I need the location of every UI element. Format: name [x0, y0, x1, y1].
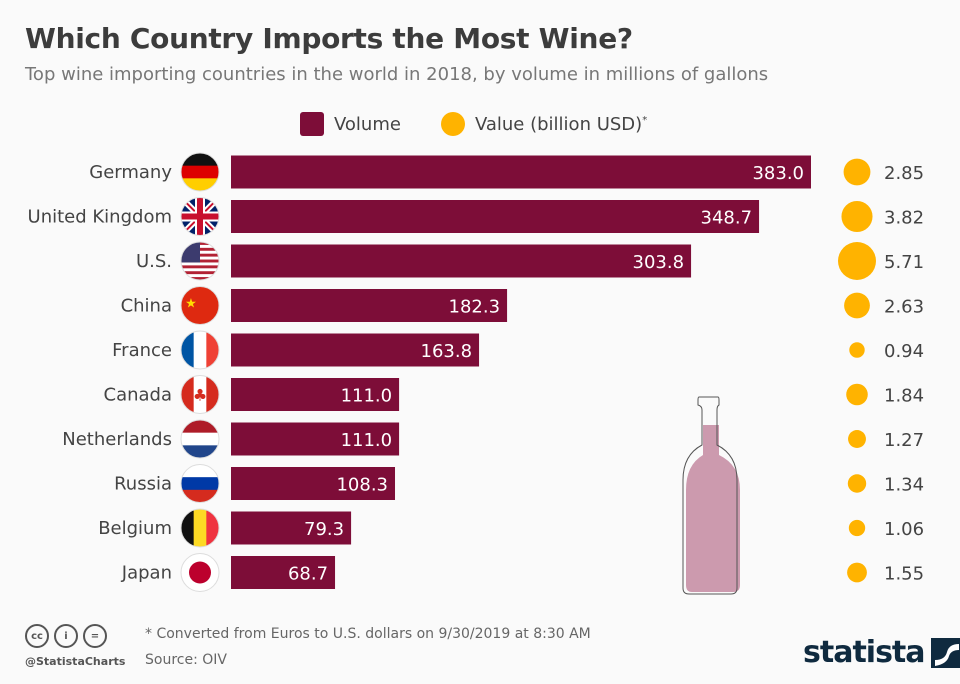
flag-icon — [180, 419, 220, 459]
flag-icon — [180, 464, 220, 503]
svg-text:♣: ♣ — [193, 386, 207, 405]
flag-icon — [180, 152, 220, 192]
value-bubble — [847, 562, 867, 583]
value-label: 1.27 — [884, 430, 924, 451]
volume-bar — [231, 511, 352, 545]
value-bubble — [849, 342, 865, 358]
footnote: * Converted from Euros to U.S. dollars o… — [145, 626, 591, 642]
flag-icon — [180, 197, 220, 236]
volume-bar — [231, 200, 760, 233]
flag-icon — [180, 330, 220, 370]
flag-icon — [180, 553, 220, 592]
value-bubble — [843, 158, 871, 186]
value-bubble — [846, 383, 868, 406]
legend-volume-label: Volume — [334, 113, 401, 135]
chart-row: Japan 68.7 1.55 — [121, 553, 924, 592]
value-label: 1.55 — [884, 564, 924, 585]
value-bubble — [838, 242, 876, 280]
chart-row: China ★ 182.3 2.63 — [121, 286, 924, 325]
value-label: 0.94 — [884, 341, 924, 362]
flag-icon: ♣ — [180, 375, 220, 414]
legend-value-label: Value (billion USD)* — [474, 113, 648, 135]
volume-label: 68.7 — [288, 564, 328, 585]
category-label: United Kingdom — [28, 207, 172, 228]
legend: Volume Value (billion USD)* — [300, 112, 647, 136]
svg-text:★: ★ — [185, 297, 197, 312]
volume-label: 111.0 — [341, 430, 393, 451]
value-label: 1.06 — [884, 519, 924, 540]
source: Source: OIV — [145, 652, 227, 668]
volume-bar — [231, 155, 811, 189]
volume-bar — [231, 556, 336, 589]
volume-label: 111.0 — [341, 386, 393, 407]
value-label: 1.84 — [884, 386, 924, 407]
value-label: 2.63 — [884, 297, 924, 318]
category-label: France — [112, 340, 172, 361]
category-label: U.S. — [136, 251, 172, 272]
category-label: Russia — [114, 474, 172, 495]
statista-logo-icon — [930, 637, 960, 668]
value-label: 2.85 — [884, 163, 924, 184]
category-label: Canada — [104, 385, 173, 406]
flag-icon — [180, 241, 220, 281]
value-bubble — [848, 519, 866, 537]
creative-commons-icons: cc i = — [25, 624, 107, 648]
volume-label: 348.7 — [701, 208, 753, 229]
flag-icon — [180, 508, 220, 548]
twitter-handle[interactable]: @StatistaCharts — [25, 655, 126, 668]
volume-bar — [231, 289, 508, 322]
value-bubble — [841, 200, 873, 233]
chart-subtitle: Top wine importing countries in the worl… — [25, 64, 769, 85]
no-derivatives-icon: = — [83, 624, 107, 648]
volume-label: 79.3 — [304, 519, 344, 540]
chart-row: Canada ♣ 111.0 1.84 — [104, 375, 924, 414]
volume-bar — [231, 422, 400, 456]
volume-label: 108.3 — [336, 475, 388, 496]
wine-bottle-icon — [682, 396, 740, 595]
volume-bar — [231, 333, 480, 367]
flag-icon: ★ — [180, 286, 220, 325]
category-label: Belgium — [98, 518, 172, 539]
volume-bar — [231, 378, 400, 411]
chart-row: Netherlands 111.0 1.27 — [62, 419, 924, 459]
chart-row: Russia 108.3 1.34 — [114, 464, 924, 503]
category-label: Netherlands — [62, 429, 172, 450]
chart-row: Belgium 79.3 1.06 — [98, 508, 924, 548]
category-label: Japan — [121, 563, 172, 584]
category-label: Germany — [89, 162, 172, 183]
volume-label: 163.8 — [421, 341, 473, 362]
volume-label: 383.0 — [752, 163, 804, 184]
volume-label: 182.3 — [449, 297, 501, 318]
value-label: 3.82 — [884, 208, 924, 229]
chart-row: Germany 383.0 2.85 — [89, 152, 924, 192]
value-label: 5.71 — [884, 252, 924, 273]
attribution-icon: i — [54, 624, 78, 648]
statista-logo[interactable]: statista — [803, 635, 960, 670]
legend-value-swatch — [440, 112, 465, 136]
cc-icon: cc — [25, 624, 49, 648]
chart-row: France 163.8 0.94 — [112, 330, 924, 370]
chart-row: United Kingdom 348.7 3.82 — [28, 197, 924, 236]
chart-row: U.S. 303.8 5.71 — [136, 241, 924, 281]
chart-title: Which Country Imports the Most Wine? — [25, 22, 633, 55]
value-label: 1.34 — [884, 475, 924, 496]
volume-label: 303.8 — [633, 252, 685, 273]
value-bubble — [847, 474, 867, 493]
value-bubble — [844, 292, 870, 319]
value-bubble — [848, 430, 866, 448]
legend-volume-swatch — [300, 112, 324, 136]
category-label: China — [121, 296, 172, 317]
volume-bar — [231, 467, 396, 500]
volume-bar — [231, 244, 692, 278]
